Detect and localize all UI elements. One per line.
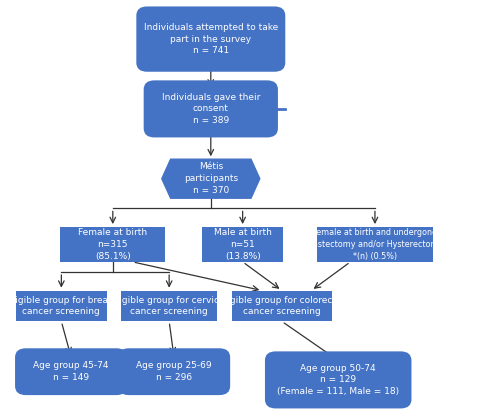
Text: Male at birth
n=51
(13.8%): Male at birth n=51 (13.8%) — [214, 228, 272, 261]
Text: Female at birth
n=315
(85.1%): Female at birth n=315 (85.1%) — [78, 228, 148, 261]
Polygon shape — [162, 159, 260, 198]
Text: Eligible group for breast
cancer screening: Eligible group for breast cancer screeni… — [6, 295, 116, 316]
Bar — [202, 227, 283, 262]
FancyBboxPatch shape — [136, 6, 286, 72]
Text: Age group 25-69
n = 296: Age group 25-69 n = 296 — [136, 361, 212, 382]
Text: Eligible group for cervical
cancer screening: Eligible group for cervical cancer scree… — [111, 295, 227, 316]
Text: Métis
participants
n = 370: Métis participants n = 370 — [184, 163, 238, 195]
FancyBboxPatch shape — [15, 348, 128, 395]
FancyBboxPatch shape — [118, 348, 230, 395]
Bar — [60, 227, 166, 262]
Text: Individuals gave their
consent
n = 389: Individuals gave their consent n = 389 — [162, 93, 260, 125]
Text: Age group 45-74
n = 149: Age group 45-74 n = 149 — [34, 361, 109, 382]
Text: Age group 50-74
n = 129
(Female = 111, Male = 18): Age group 50-74 n = 129 (Female = 111, M… — [277, 364, 400, 396]
Bar — [232, 291, 332, 321]
FancyBboxPatch shape — [144, 80, 278, 137]
Bar — [122, 291, 217, 321]
Bar — [318, 227, 432, 262]
Text: Individuals attempted to take
part in the survey
n = 741: Individuals attempted to take part in th… — [144, 23, 278, 55]
FancyBboxPatch shape — [265, 352, 412, 409]
Text: Eligible group for colorectal
cancer screening: Eligible group for colorectal cancer scr… — [220, 295, 344, 316]
Text: Female at birth and undergone
Mastectomy and/or Hysterectomy
*(n) (0.5%): Female at birth and undergone Mastectomy… — [306, 228, 444, 261]
Bar — [16, 291, 106, 321]
